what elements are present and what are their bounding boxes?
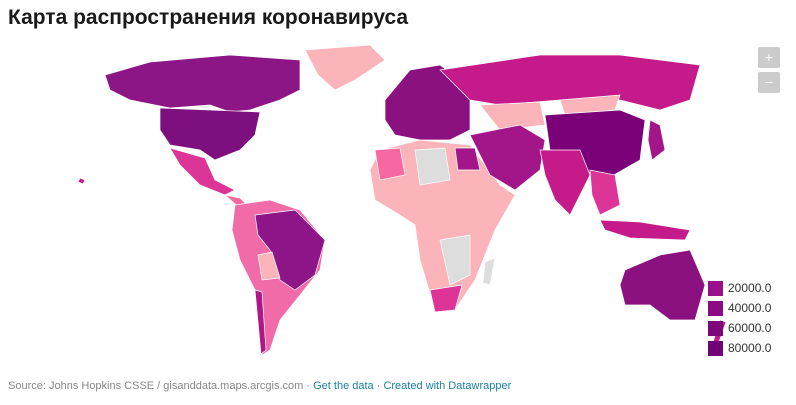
separator: · — [376, 380, 381, 392]
indonesia — [599, 219, 691, 241]
west-africa — [374, 147, 406, 181]
zoom-in[interactable]: + — [758, 47, 780, 68]
kazakhstan — [479, 101, 546, 131]
source: Source: Johns Hopkins CSSE / gisanddata.… — [8, 380, 304, 392]
legend-item: 20000.0 — [708, 278, 771, 298]
egypt — [454, 147, 481, 171]
legend-label: 80000.0 — [728, 341, 772, 355]
legend-label: 40000.0 — [728, 301, 772, 315]
legend-swatch — [708, 280, 723, 296]
legend-item: 80000.0 — [708, 338, 771, 358]
datawrapper-link[interactable]: Created with Datawrapper — [383, 380, 512, 392]
usa — [159, 107, 261, 161]
get-data-link[interactable]: Get the data — [313, 380, 374, 392]
legend-swatch — [708, 300, 723, 316]
legend-swatch — [708, 340, 723, 356]
legend-item: 40000.0 — [708, 298, 771, 318]
greenland — [304, 44, 386, 91]
africa-nodata — [414, 147, 471, 286]
separator: · — [306, 380, 311, 392]
russia — [439, 54, 701, 111]
hawaii — [77, 177, 86, 185]
legend: 20000.0 40000.0 60000.0 80000.0 — [708, 278, 771, 358]
brazil — [254, 209, 326, 291]
europe — [384, 64, 471, 141]
korea-japan — [647, 119, 666, 161]
madagascar — [482, 257, 496, 286]
australia — [619, 249, 706, 321]
title: Карта распространения коронавируса — [8, 6, 409, 29]
legend-label: 60000.0 — [728, 321, 772, 335]
footer: Source: Johns Hopkins CSSE / gisanddata.… — [8, 380, 511, 392]
india — [539, 149, 591, 216]
southeast-asia — [589, 169, 621, 216]
legend-swatch — [708, 320, 723, 336]
bolivia — [257, 251, 281, 281]
middle-east — [469, 124, 546, 191]
canada — [104, 54, 301, 113]
legend-label: 20000.0 — [728, 281, 772, 295]
south-africa — [429, 284, 463, 313]
chile — [254, 289, 267, 355]
legend-item: 60000.0 — [708, 318, 771, 338]
mexico — [169, 147, 236, 196]
zoom-out[interactable]: − — [758, 72, 780, 93]
